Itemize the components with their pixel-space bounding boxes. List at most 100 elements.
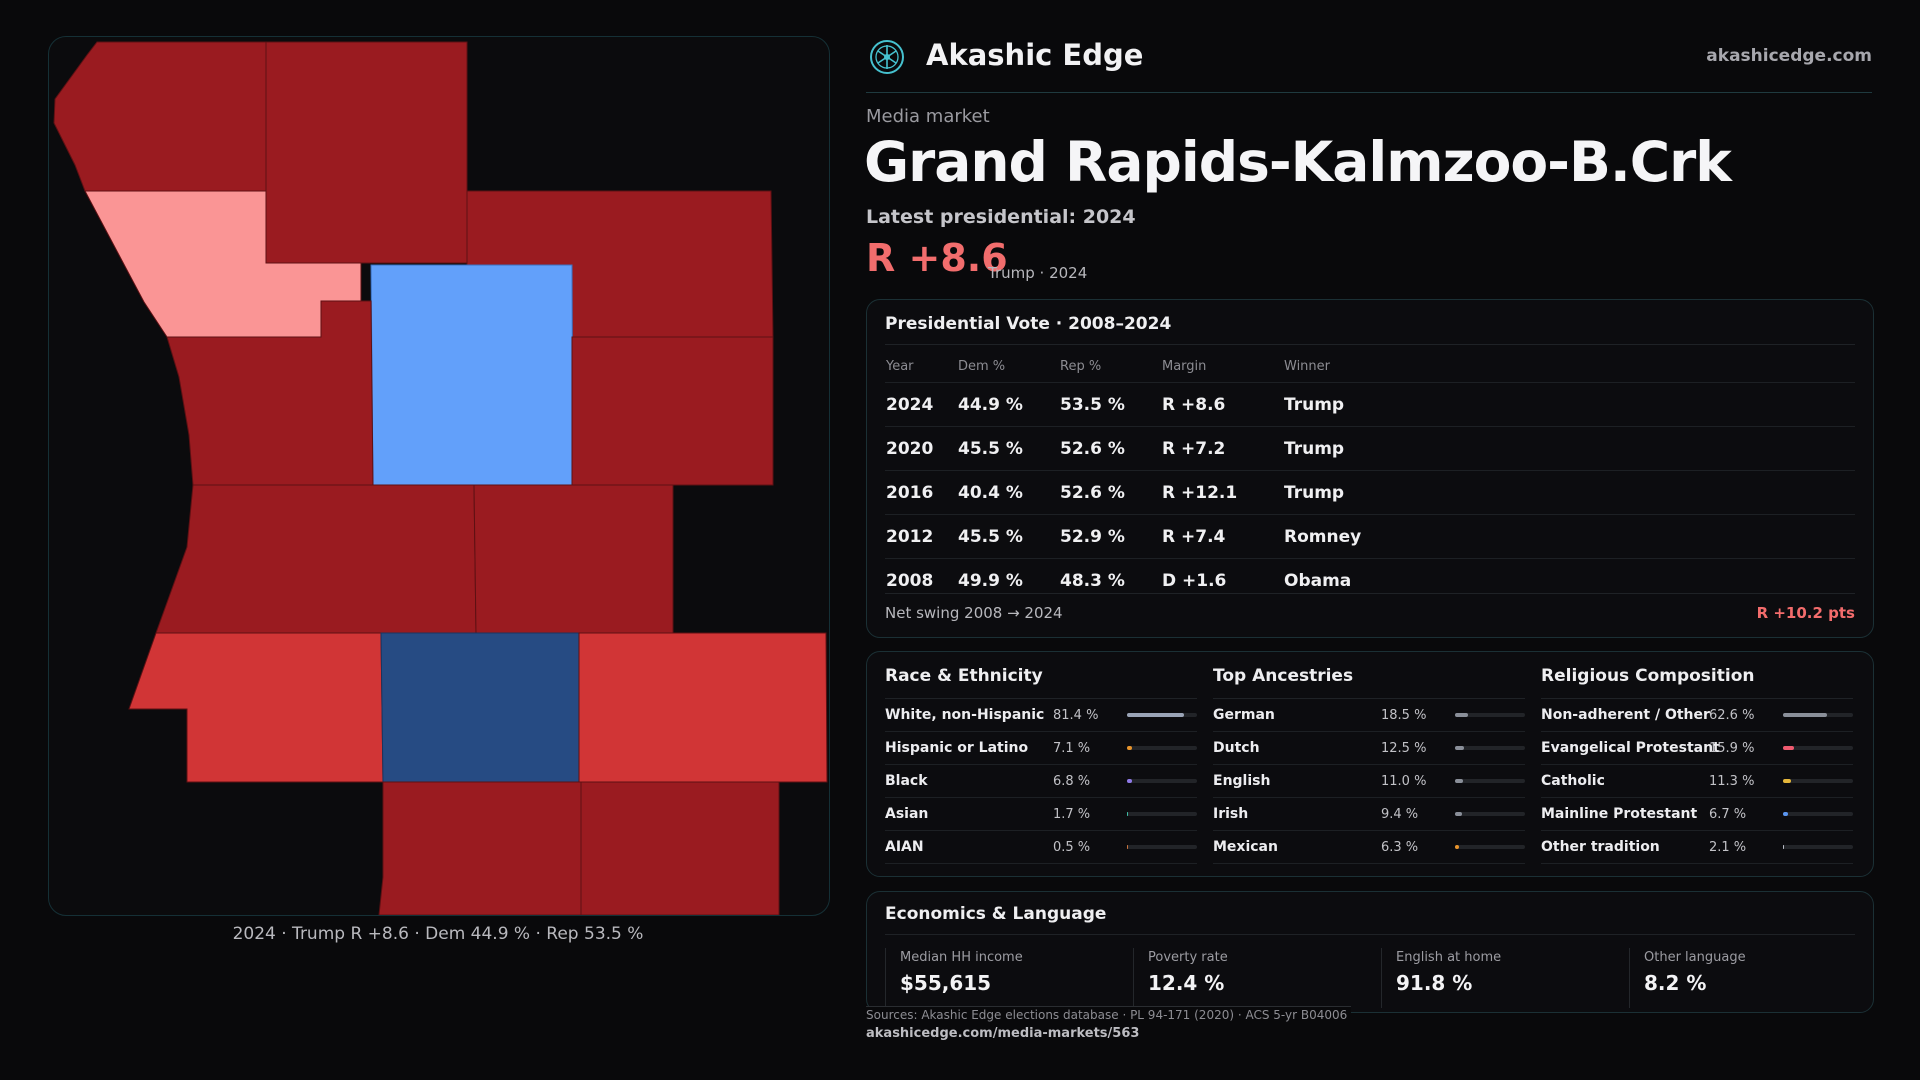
county-south-west-a[interactable] [155, 484, 477, 634]
religion-row: Mainline Protestant 6.7 % [1541, 798, 1853, 831]
county-southwest-mid[interactable] [128, 632, 384, 783]
cell-winner: Trump [1283, 426, 1855, 471]
cell-dem: 45.5 % [957, 426, 1059, 471]
stat-label: English at home [1396, 950, 1502, 965]
religion-row: Evangelical Protestant 15.9 % [1541, 732, 1853, 765]
divider [885, 344, 1855, 345]
ancestry-label: English [1213, 773, 1271, 789]
ancestry-bar-fill [1455, 713, 1468, 717]
ancestry-row: Irish 9.4 % [1213, 798, 1525, 831]
religion-bar [1783, 746, 1853, 750]
cell-margin: R +12.1 [1161, 470, 1283, 515]
ancestry-bar [1455, 845, 1525, 849]
ancestry-row: German 18.5 % [1213, 699, 1525, 732]
cell-year: 2012 [885, 514, 957, 559]
religion-pct: 11.3 % [1709, 774, 1755, 789]
cell-dem: 49.9 % [957, 558, 1059, 602]
county-map [48, 36, 830, 916]
race-bar [1127, 845, 1197, 849]
ancestry-row: Mexican 6.3 % [1213, 831, 1525, 864]
col-dem: Dem % [958, 358, 1006, 374]
ancestry-bar [1455, 746, 1525, 750]
stat-label: Median HH income [900, 950, 1023, 965]
ancestry-label: Irish [1213, 806, 1249, 822]
ancestry-pct: 12.5 % [1381, 741, 1427, 756]
cell-rep: 53.5 % [1059, 382, 1161, 427]
cell-winner: Trump [1283, 382, 1855, 427]
race-bar-fill [1127, 779, 1132, 783]
economics-title: Economics & Language [885, 904, 1107, 924]
religion-bar [1783, 779, 1853, 783]
net-swing-label: Net swing 2008 → 2024 [885, 604, 1063, 622]
race-bar [1127, 746, 1197, 750]
cell-dem: 40.4 % [957, 470, 1059, 515]
stat-value: 91.8 % [1396, 971, 1473, 995]
col-rep: Rep % [1060, 358, 1102, 374]
source-url-link[interactable]: akashicedge.com/media-markets/563 [866, 1026, 1140, 1041]
county-south-dem[interactable] [380, 632, 580, 783]
race-bar-fill [1127, 713, 1184, 717]
religion-row: Other tradition 2.1 % [1541, 831, 1853, 864]
demographics-card: Race & Ethnicity White, non-Hispanic 81.4… [866, 651, 1874, 877]
net-swing-value: R +10.2 pts [1756, 604, 1855, 622]
cell-winner: Obama [1283, 558, 1855, 602]
race-bar [1127, 779, 1197, 783]
race-label: Black [885, 773, 928, 789]
religion-bar-fill [1783, 746, 1795, 750]
county-central-dem[interactable] [370, 264, 574, 486]
county-map-svg [53, 41, 828, 915]
county-south-east-a[interactable] [473, 484, 674, 634]
county-east[interactable] [571, 336, 774, 486]
ancestry-label: German [1213, 707, 1275, 723]
ancestry-label: Dutch [1213, 740, 1260, 756]
county-south-b[interactable] [580, 781, 780, 915]
col-margin: Margin [1162, 358, 1207, 374]
table-row: 2020 45.5 % 52.6 % R +7.2 Trump [885, 426, 1855, 471]
map-caption: 2024 · Trump R +8.6 · Dem 44.9 % · Rep 5… [232, 924, 644, 944]
cell-rep: 52.9 % [1059, 514, 1161, 559]
ancestry-bar [1455, 713, 1525, 717]
race-row: Black 6.8 % [885, 765, 1197, 798]
race-bar [1127, 812, 1197, 816]
county-northwest[interactable] [53, 41, 267, 192]
religion-row: Catholic 11.3 % [1541, 765, 1853, 798]
religion-bar [1783, 845, 1853, 849]
site-link[interactable]: akashicedge.com [1706, 46, 1872, 66]
latest-label: Latest presidential: 2024 [866, 206, 1136, 228]
race-row: Asian 1.7 % [885, 798, 1197, 831]
county-south-a[interactable] [378, 781, 582, 915]
table-row: 2008 49.9 % 48.3 % D +1.6 Obama [885, 558, 1855, 602]
economics-card: Economics & Language Median HH income $5… [866, 891, 1874, 1013]
cell-year: 2020 [885, 426, 957, 471]
ancestry-bar-fill [1455, 779, 1463, 783]
religion-bar [1783, 812, 1853, 816]
race-label: White, non-Hispanic [885, 707, 1045, 723]
religion-label: Non-adherent / Other [1541, 707, 1710, 723]
stat-value: 12.4 % [1148, 971, 1225, 995]
sources-note: Sources: Akashic Edge elections database… [866, 1006, 1352, 1022]
ancestry-bar-fill [1455, 812, 1462, 816]
race-bar-fill [1127, 845, 1129, 849]
cell-rep: 52.6 % [1059, 426, 1161, 471]
presidential-table: Year Dem % Rep % Margin Winner 2024 44.9… [885, 350, 1855, 602]
race-title: Race & Ethnicity [885, 666, 1197, 699]
cell-year: 2008 [885, 558, 957, 602]
ancestry-pct: 9.4 % [1381, 807, 1419, 822]
cell-margin: D +1.6 [1161, 558, 1283, 602]
county-southeast-mid[interactable] [578, 632, 828, 783]
page-title: Grand Rapids-Kalmzoo-B.Crk [864, 130, 1732, 194]
race-pct: 1.7 % [1053, 807, 1091, 822]
cell-margin: R +8.6 [1161, 382, 1283, 427]
religion-pct: 15.9 % [1709, 741, 1755, 756]
cell-dem: 45.5 % [957, 514, 1059, 559]
stat-poverty-rate: Poverty rate 12.4 % [1133, 948, 1378, 1008]
cell-winner: Trump [1283, 470, 1855, 515]
market-kicker: Media market [866, 106, 990, 127]
cell-year: 2024 [885, 382, 957, 427]
latest-margin: R +8.6 [866, 236, 1008, 280]
ancestry-pct: 6.3 % [1381, 840, 1419, 855]
ancestry-label: Mexican [1213, 839, 1278, 855]
religion-row: Non-adherent / Other 62.6 % [1541, 699, 1853, 732]
religion-label: Evangelical Protestant [1541, 740, 1720, 756]
county-north-central[interactable] [265, 41, 468, 264]
